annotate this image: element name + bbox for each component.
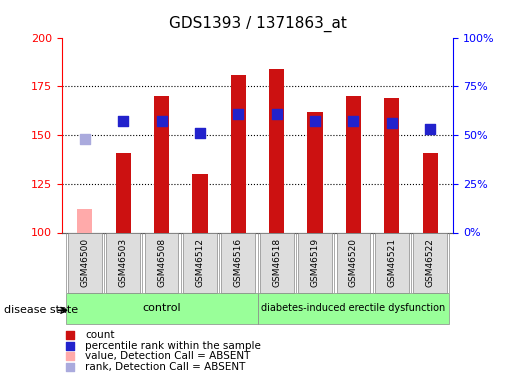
Point [81,136,89,142]
Text: percentile rank within the sample: percentile rank within the sample [85,341,261,351]
Text: GSM46508: GSM46508 [157,238,166,287]
Text: GSM46520: GSM46520 [349,238,358,287]
Bar [422,153,438,232]
Bar [336,232,370,292]
Text: GSM46518: GSM46518 [272,238,281,287]
Point [65,332,74,338]
Text: rank, Detection Call = ABSENT: rank, Detection Call = ABSENT [85,362,246,372]
Text: GSM46503: GSM46503 [118,238,128,287]
Text: diabetes-induced erectile dysfunction: diabetes-induced erectile dysfunction [261,303,445,313]
Text: GSM46522: GSM46522 [426,238,435,287]
Text: GSM46500: GSM46500 [80,238,89,287]
Text: GSM46516: GSM46516 [234,238,243,287]
Bar [77,209,93,232]
Bar [258,292,450,324]
Bar [115,153,131,232]
Bar [231,75,246,232]
Bar [269,69,284,232]
Point [65,343,74,349]
Point [388,120,396,126]
Point [426,126,434,132]
Bar [68,232,101,292]
Bar [307,112,323,232]
Text: disease state: disease state [4,305,78,315]
Text: count: count [85,330,115,340]
Point [119,118,127,124]
Text: GSM46512: GSM46512 [195,238,204,287]
Text: GDS1393 / 1371863_at: GDS1393 / 1371863_at [168,16,347,33]
Point [65,354,74,360]
Point [311,118,319,124]
Bar [145,232,179,292]
Bar [106,232,140,292]
Point [349,118,357,124]
Bar [346,96,361,232]
Bar [384,98,400,232]
Text: GSM46519: GSM46519 [311,238,320,287]
Point [234,111,243,117]
Bar [375,232,409,292]
Text: GSM46521: GSM46521 [387,238,397,287]
Text: control: control [142,303,181,313]
Point [65,364,74,370]
Point [272,111,281,117]
Bar [183,232,217,292]
Point [158,118,166,124]
Bar [65,292,258,324]
Bar [414,232,447,292]
Bar [298,232,332,292]
Bar [154,96,169,232]
Bar [221,232,255,292]
Bar [260,232,294,292]
Point [196,130,204,136]
Text: value, Detection Call = ABSENT: value, Detection Call = ABSENT [85,351,251,361]
Bar [192,174,208,232]
